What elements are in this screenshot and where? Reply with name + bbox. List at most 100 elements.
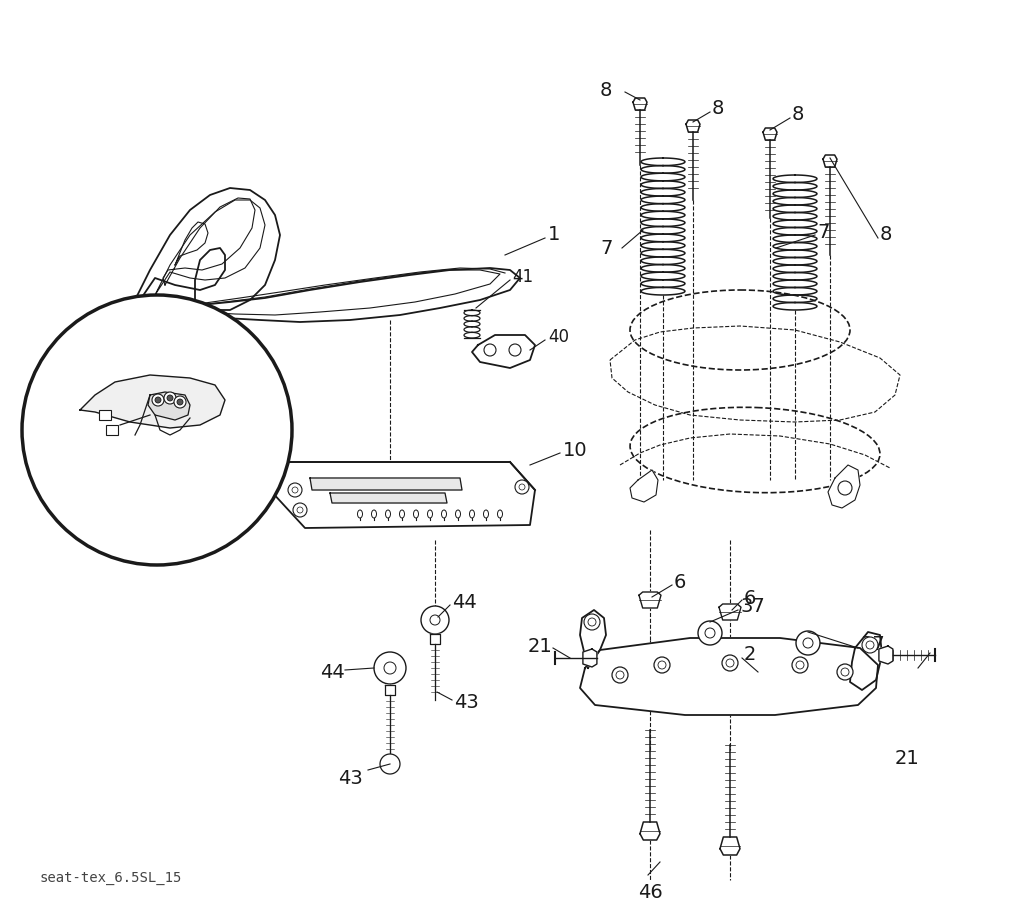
Polygon shape: [640, 822, 660, 840]
Text: 7: 7: [600, 238, 612, 258]
Circle shape: [838, 481, 852, 495]
Circle shape: [167, 395, 173, 401]
Bar: [106, 425, 118, 435]
Text: 46: 46: [638, 883, 663, 902]
Text: 44: 44: [452, 592, 477, 612]
Circle shape: [374, 652, 406, 684]
Circle shape: [612, 667, 628, 683]
Circle shape: [588, 618, 596, 626]
Bar: [99, 410, 111, 420]
Ellipse shape: [483, 510, 488, 518]
Text: 10: 10: [563, 440, 588, 460]
Circle shape: [484, 344, 496, 356]
Polygon shape: [310, 478, 462, 490]
Circle shape: [658, 661, 666, 669]
Circle shape: [519, 484, 525, 490]
Text: 1: 1: [548, 226, 560, 245]
Polygon shape: [80, 375, 225, 428]
Polygon shape: [472, 335, 535, 368]
Ellipse shape: [414, 510, 419, 518]
Text: 43: 43: [454, 693, 479, 713]
Polygon shape: [145, 268, 520, 322]
Polygon shape: [633, 98, 647, 110]
Ellipse shape: [469, 510, 474, 518]
Circle shape: [792, 657, 808, 673]
Text: 40: 40: [548, 328, 569, 346]
Text: seat-tex_6.5SL_15: seat-tex_6.5SL_15: [40, 871, 182, 885]
Text: 37: 37: [740, 598, 765, 616]
Circle shape: [509, 344, 521, 356]
Text: 21: 21: [528, 636, 553, 655]
Ellipse shape: [399, 510, 404, 518]
Circle shape: [297, 507, 303, 513]
Circle shape: [288, 483, 302, 497]
Text: 8: 8: [712, 98, 724, 117]
Polygon shape: [639, 592, 662, 608]
Ellipse shape: [372, 510, 377, 518]
Polygon shape: [130, 188, 280, 310]
Text: 6: 6: [744, 589, 757, 608]
Polygon shape: [828, 465, 860, 508]
Circle shape: [430, 615, 440, 625]
Polygon shape: [580, 610, 606, 668]
Circle shape: [292, 487, 298, 493]
Text: 37: 37: [860, 635, 885, 654]
Text: 8: 8: [600, 80, 612, 99]
Ellipse shape: [427, 510, 432, 518]
Text: 44: 44: [319, 662, 345, 682]
Circle shape: [726, 659, 734, 667]
Polygon shape: [686, 120, 700, 132]
Circle shape: [654, 657, 670, 673]
Polygon shape: [148, 392, 190, 420]
Circle shape: [841, 668, 849, 676]
Ellipse shape: [441, 510, 446, 518]
Circle shape: [384, 662, 396, 674]
Polygon shape: [385, 685, 395, 695]
Ellipse shape: [456, 510, 461, 518]
Circle shape: [177, 399, 183, 405]
Circle shape: [164, 392, 176, 404]
Circle shape: [837, 664, 853, 680]
Circle shape: [584, 614, 600, 630]
Circle shape: [796, 631, 820, 655]
Text: 6: 6: [674, 572, 686, 592]
Text: 21: 21: [895, 749, 920, 767]
Polygon shape: [583, 649, 597, 667]
Circle shape: [866, 641, 874, 649]
Polygon shape: [850, 632, 882, 690]
Polygon shape: [580, 638, 878, 715]
Circle shape: [174, 396, 186, 408]
Ellipse shape: [385, 510, 390, 518]
Polygon shape: [270, 462, 535, 528]
Circle shape: [862, 637, 878, 653]
Text: 8: 8: [792, 106, 805, 125]
Polygon shape: [763, 128, 777, 140]
Text: 7: 7: [817, 224, 829, 242]
Circle shape: [515, 480, 529, 494]
Polygon shape: [330, 493, 447, 503]
Circle shape: [803, 638, 813, 648]
Polygon shape: [720, 837, 740, 855]
Polygon shape: [719, 604, 741, 620]
Polygon shape: [879, 646, 893, 664]
Circle shape: [722, 655, 738, 671]
Circle shape: [616, 671, 624, 679]
Circle shape: [705, 628, 715, 638]
Circle shape: [155, 397, 161, 403]
Circle shape: [22, 295, 292, 565]
Text: 41: 41: [512, 268, 534, 286]
Circle shape: [421, 606, 449, 634]
Polygon shape: [430, 634, 440, 644]
Ellipse shape: [357, 510, 362, 518]
Circle shape: [293, 503, 307, 517]
Polygon shape: [630, 470, 658, 502]
Circle shape: [796, 661, 804, 669]
Ellipse shape: [498, 510, 503, 518]
Polygon shape: [823, 155, 837, 167]
Circle shape: [380, 754, 400, 774]
Circle shape: [698, 621, 722, 645]
Text: 8: 8: [880, 226, 892, 245]
Text: 43: 43: [338, 769, 362, 787]
Circle shape: [152, 394, 164, 406]
Text: 2: 2: [744, 645, 757, 664]
